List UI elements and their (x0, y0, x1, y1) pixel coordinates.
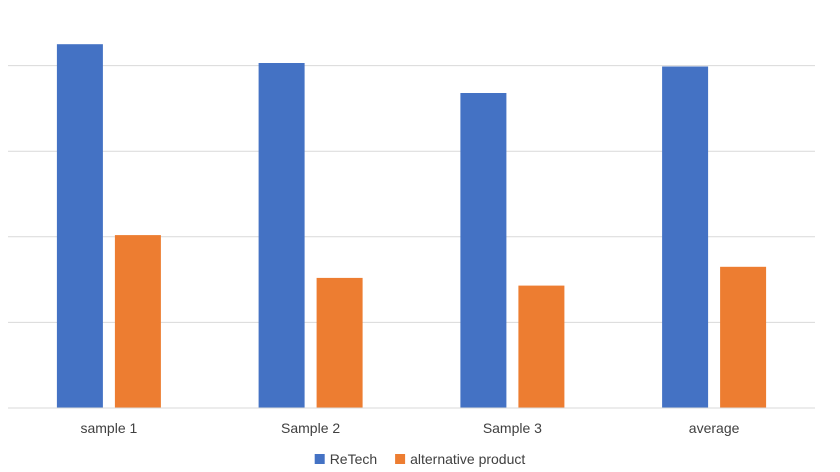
bar-series-1-2 (258, 63, 305, 408)
bar-series-1-3 (460, 93, 507, 408)
bar-series-2-2 (316, 277, 363, 408)
bar-series-2-3 (518, 285, 565, 408)
x-tick-label: Sample 3 (483, 420, 542, 436)
legend-swatch (314, 454, 325, 464)
bar-series-1-4 (662, 66, 709, 408)
legend-label: ReTech (330, 451, 377, 467)
bars (56, 44, 767, 408)
legend-swatch (395, 454, 406, 464)
legend: ReTech alternative product (314, 451, 525, 467)
bar-series-2-4 (720, 266, 767, 408)
x-tick-labels: sample 1 Sample 2 Sample 3 average (80, 420, 739, 436)
legend-label: alternative product (410, 451, 525, 467)
x-tick-label: average (689, 420, 740, 436)
bar-series-2-1 (114, 235, 161, 408)
x-tick-label: sample 1 (80, 420, 137, 436)
bar-series-1-1 (56, 44, 103, 408)
x-tick-label: Sample 2 (281, 420, 340, 436)
